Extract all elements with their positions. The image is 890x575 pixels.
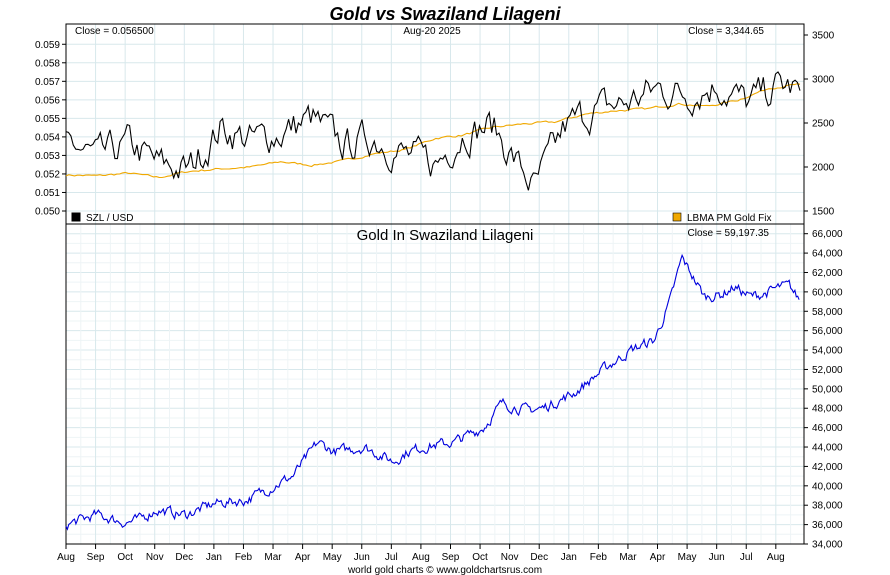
x-tick-label: Nov bbox=[501, 552, 519, 563]
x-tick-label: Feb bbox=[590, 552, 608, 563]
axis-ticks: 0.059 0.058 0.057 0.056 0.055 0.054 0.053 0.052… bbox=[35, 31, 843, 564]
series-lines bbox=[65, 71, 801, 531]
x-tick-label: Sep bbox=[442, 552, 460, 563]
x-tick-label: Feb bbox=[235, 552, 253, 563]
left-tick-label: 0.059 bbox=[35, 40, 60, 51]
right-tick-label: 1500 bbox=[812, 207, 835, 218]
right-tick-label: 48,000 bbox=[812, 404, 843, 415]
right-tick-label: 42,000 bbox=[812, 462, 843, 473]
right-tick-label: 40,000 bbox=[812, 481, 843, 492]
x-tick-label: Dec bbox=[175, 552, 193, 563]
szl-legend-label: SZL / USD bbox=[86, 213, 133, 224]
bottom-close-label: Close = 59,197.35 bbox=[688, 228, 770, 239]
left-tick-label: 0.056 bbox=[35, 95, 60, 106]
x-tick-label: Sep bbox=[87, 552, 105, 563]
gold-legend-label: LBMA PM Gold Fix bbox=[687, 213, 771, 224]
right-tick-label: 46,000 bbox=[812, 423, 843, 434]
right-tick-label: 56,000 bbox=[812, 326, 843, 337]
left-tick-label: 0.057 bbox=[35, 77, 60, 88]
right-tick-label: 64,000 bbox=[812, 249, 843, 260]
x-tick-label: Aug bbox=[57, 552, 75, 563]
right-tick-label: 34,000 bbox=[812, 540, 843, 551]
right-tick-label: 38,000 bbox=[812, 501, 843, 512]
right-tick-label: 36,000 bbox=[812, 520, 843, 531]
gold-usd-line bbox=[65, 83, 801, 179]
left-tick-label: 0.050 bbox=[35, 207, 60, 218]
left-tick-label: 0.055 bbox=[35, 114, 60, 125]
x-tick-label: Aug bbox=[412, 552, 430, 563]
x-tick-label: May bbox=[678, 552, 697, 563]
right-tick-label: 2000 bbox=[812, 163, 835, 174]
gold-close-label: Close = 3,344.65 bbox=[688, 26, 764, 37]
right-tick-label: 58,000 bbox=[812, 307, 843, 318]
left-tick-label: 0.051 bbox=[35, 188, 60, 199]
left-tick-label: 0.052 bbox=[35, 169, 60, 180]
x-tick-label: Apr bbox=[650, 552, 666, 563]
right-tick-label: 2500 bbox=[812, 119, 835, 130]
x-tick-label: Jul bbox=[385, 552, 398, 563]
szl-legend-swatch bbox=[71, 212, 81, 222]
left-tick-label: 0.054 bbox=[35, 132, 60, 143]
x-tick-label: Oct bbox=[117, 552, 133, 563]
x-tick-label: Aug bbox=[767, 552, 785, 563]
szl-close-label: Close = 0.056500 bbox=[75, 26, 154, 37]
x-tick-label: Jan bbox=[561, 552, 577, 563]
plot-frame bbox=[65, 23, 805, 545]
szl-usd-line bbox=[65, 71, 801, 191]
footer-credit: world gold charts © www.goldchartsrus.co… bbox=[347, 565, 542, 575]
grid-lines bbox=[65, 24, 804, 544]
x-tick-label: Mar bbox=[264, 552, 282, 563]
x-tick-label: Nov bbox=[146, 552, 164, 563]
x-tick-label: Jul bbox=[740, 552, 753, 563]
chart-title: Gold vs Swaziland Lilageni bbox=[329, 4, 561, 24]
x-tick-label: May bbox=[323, 552, 342, 563]
right-tick-label: 44,000 bbox=[812, 443, 843, 454]
right-tick-label: 66,000 bbox=[812, 229, 843, 240]
right-tick-label: 3500 bbox=[812, 31, 835, 42]
x-tick-label: Mar bbox=[619, 552, 637, 563]
bottom-panel-title: Gold In Swaziland Lilageni bbox=[357, 227, 534, 244]
right-tick-label: 3000 bbox=[812, 75, 835, 86]
right-tick-label: 54,000 bbox=[812, 346, 843, 357]
right-tick-label: 52,000 bbox=[812, 365, 843, 376]
x-tick-label: Jun bbox=[354, 552, 370, 563]
x-tick-label: Jan bbox=[206, 552, 222, 563]
left-tick-label: 0.053 bbox=[35, 151, 60, 162]
right-tick-label: 62,000 bbox=[812, 268, 843, 279]
left-tick-label: 0.058 bbox=[35, 58, 60, 69]
x-tick-label: Apr bbox=[295, 552, 311, 563]
x-tick-label: Dec bbox=[530, 552, 548, 563]
gold-legend-swatch bbox=[672, 212, 682, 222]
date-label: Aug-20 2025 bbox=[403, 26, 461, 37]
x-tick-label: Oct bbox=[472, 552, 488, 563]
right-tick-label: 60,000 bbox=[812, 287, 843, 298]
x-tick-label: Jun bbox=[709, 552, 725, 563]
gold-szl-line bbox=[65, 253, 800, 531]
right-tick-label: 50,000 bbox=[812, 384, 843, 395]
